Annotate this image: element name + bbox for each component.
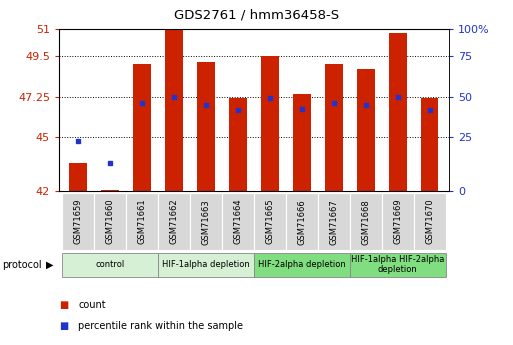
Bar	[293, 94, 311, 191]
Text: HIF-2alpha depletion: HIF-2alpha depletion	[258, 260, 346, 269]
Text: protocol: protocol	[3, 260, 42, 270]
Bar	[165, 29, 183, 191]
Text: count: count	[78, 300, 106, 310]
Bar	[197, 62, 215, 191]
Bar	[158, 253, 254, 277]
Text: percentile rank within the sample: percentile rank within the sample	[78, 321, 244, 331]
Bar	[350, 253, 446, 277]
Text: ■: ■	[59, 300, 68, 310]
Text: GSM71660: GSM71660	[106, 199, 114, 245]
Bar	[261, 56, 279, 191]
Bar	[102, 190, 119, 191]
Text: GSM71666: GSM71666	[298, 199, 306, 245]
Text: ■: ■	[59, 321, 68, 331]
Bar	[325, 63, 343, 191]
Text: GSM71669: GSM71669	[393, 199, 402, 245]
Bar	[286, 193, 318, 250]
Bar	[190, 193, 222, 250]
Text: GSM71661: GSM71661	[137, 199, 147, 245]
Bar	[126, 193, 158, 250]
Text: GSM71667: GSM71667	[329, 199, 339, 245]
Bar	[158, 193, 190, 250]
Bar	[421, 98, 439, 191]
Text: GDS2761 / hmm36458-S: GDS2761 / hmm36458-S	[174, 9, 339, 22]
Bar	[318, 193, 350, 250]
Text: GSM71662: GSM71662	[169, 199, 179, 245]
Bar	[69, 162, 87, 191]
Bar	[389, 33, 406, 191]
Text: HIF-1alpha HIF-2alpha
depletion: HIF-1alpha HIF-2alpha depletion	[351, 255, 444, 275]
Text: GSM71664: GSM71664	[233, 199, 243, 245]
Text: GSM71659: GSM71659	[74, 199, 83, 244]
Text: GSM71670: GSM71670	[425, 199, 434, 245]
Text: GSM71665: GSM71665	[265, 199, 274, 245]
Bar	[357, 69, 374, 191]
Bar	[229, 98, 247, 191]
Bar	[133, 63, 151, 191]
Text: control: control	[95, 260, 125, 269]
Text: ▶: ▶	[46, 260, 54, 270]
Text: GSM71663: GSM71663	[202, 199, 210, 245]
Text: GSM71668: GSM71668	[361, 199, 370, 245]
Bar	[222, 193, 254, 250]
Bar	[350, 193, 382, 250]
Bar	[62, 253, 158, 277]
Bar	[382, 193, 413, 250]
Bar	[94, 193, 126, 250]
Bar	[413, 193, 446, 250]
Bar	[254, 253, 350, 277]
Text: HIF-1alpha depletion: HIF-1alpha depletion	[162, 260, 250, 269]
Bar	[254, 193, 286, 250]
Bar	[62, 193, 94, 250]
